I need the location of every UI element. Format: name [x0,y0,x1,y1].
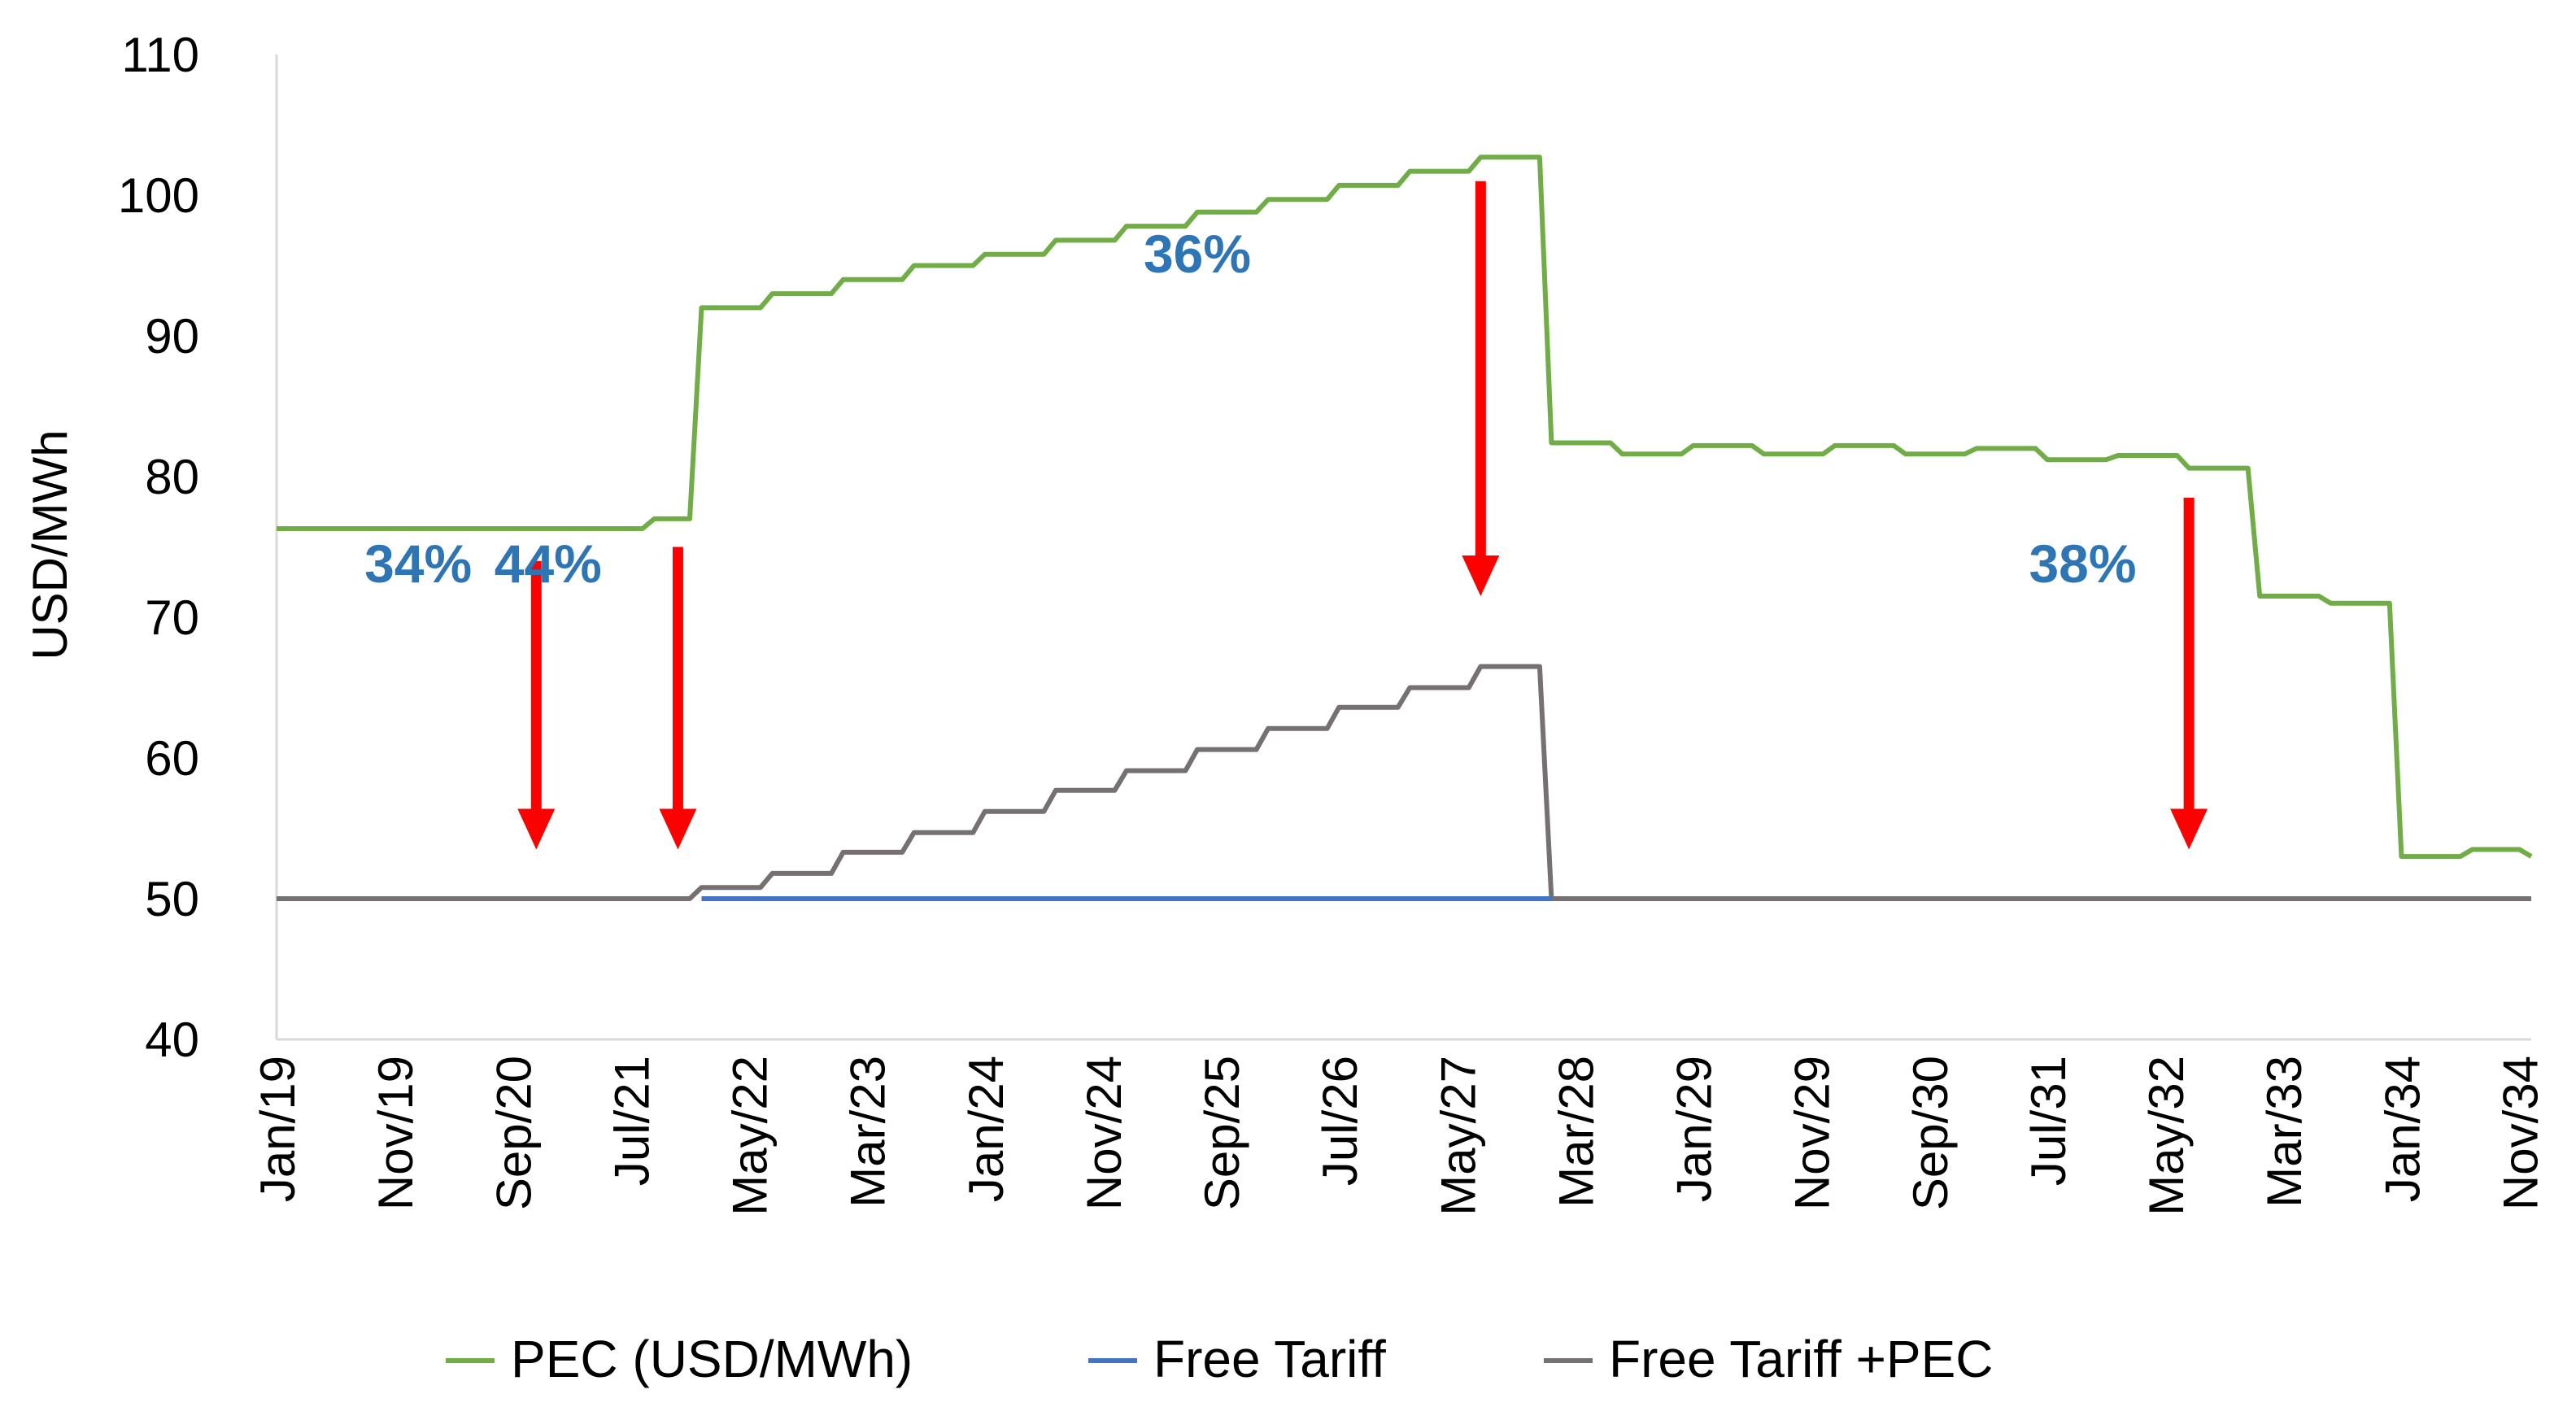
x-tick-label: May/27 [1431,1056,1485,1216]
y-tick-label: 110 [121,28,199,82]
y-tick-label: 60 [145,731,199,786]
y-axis-label: USD/MWh [23,429,77,660]
x-tick-label: Jul/31 [2021,1056,2076,1186]
series-line-free-tariff-pec [277,664,2531,901]
x-tick-label: Nov/19 [368,1056,423,1210]
series-line-pec-usd-mwh [277,155,2533,860]
x-tick-label: May/32 [2139,1056,2194,1216]
x-tick-label: May/22 [723,1056,778,1216]
legend-label: Free Tariff [1153,1330,1386,1388]
legend-label: PEC (USD/MWh) [511,1330,913,1388]
x-tick-label: Nov/29 [1785,1056,1840,1210]
y-tick-label: 40 [145,1013,199,1067]
x-tick-label: Sep/25 [1195,1056,1249,1210]
x-axis: Jan/19 Nov/19 Sep/20 Jul/21 May/22 Mar/23 Jan/… [251,1038,2548,1216]
x-tick-label: Sep/30 [1903,1056,1958,1210]
annotation-arrow-head [517,808,556,850]
x-tick-label: Nov/34 [2493,1056,2548,1210]
x-tick-label: Jul/21 [604,1056,659,1186]
legend: PEC (USD/MWh) Free Tariff Free Tariff +PEC [446,1330,1994,1388]
x-tick-label: Jan/24 [959,1056,1013,1202]
x-tick-label: Mar/23 [841,1056,896,1208]
legend-label: Free Tariff +PEC [1609,1330,1994,1388]
x-tick-label: Jul/26 [1313,1056,1367,1186]
y-tick-label: 100 [118,168,199,223]
annotation-label: 38% [2029,534,2136,594]
annotation-arrow-head [1462,555,1500,597]
x-tick-label: Jan/34 [2375,1056,2430,1202]
annotation-label: 34% [364,534,472,594]
annotation-label: 44% [495,534,602,594]
y-tick-label: 90 [145,309,199,364]
annotation-arrow-head [2170,808,2208,850]
y-axis: 40 50 60 70 80 90 100 110 [118,28,278,1067]
y-tick-label: 70 [145,590,199,645]
annotation-label: 36% [1144,224,1251,284]
x-tick-label: Sep/20 [486,1056,541,1210]
x-tick-label: Nov/24 [1077,1056,1131,1210]
x-tick-label: Mar/28 [1549,1056,1603,1208]
x-tick-label: Jan/29 [1667,1056,1722,1202]
annotation-arrow-head [659,808,697,850]
y-tick-label: 80 [145,450,199,504]
x-tick-label: Jan/19 [251,1056,305,1202]
y-tick-label: 50 [145,872,199,926]
x-tick-label: Mar/33 [2257,1056,2312,1208]
annotation-layer: 34% 44% 36% 38% [364,181,2208,850]
series-layer [277,155,2533,901]
